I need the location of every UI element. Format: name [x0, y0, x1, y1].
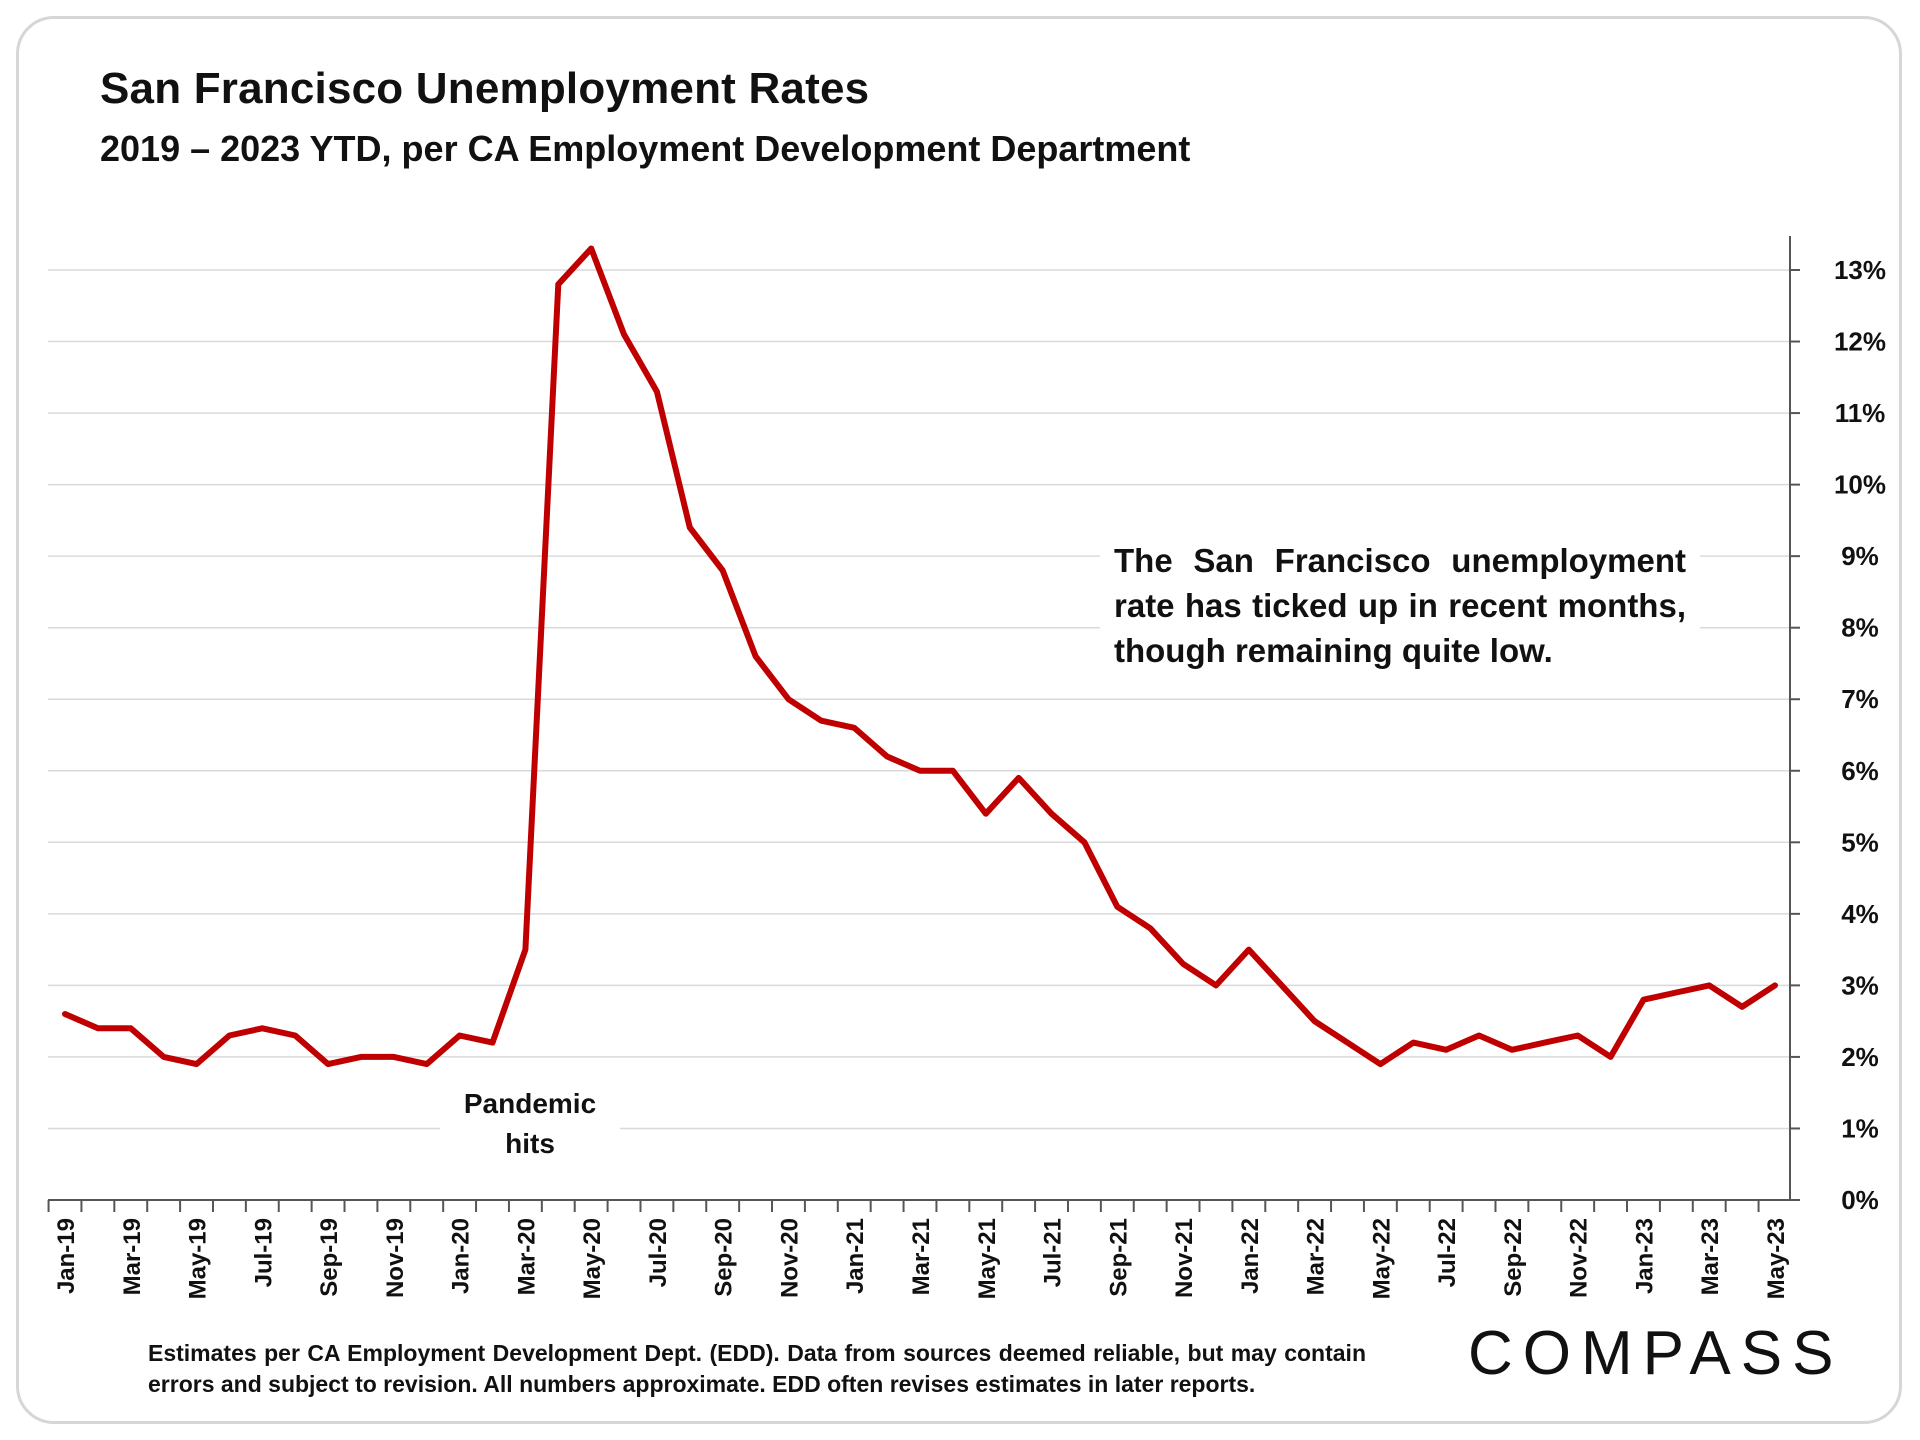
x-tick-label: Jul-19 [250, 1218, 277, 1287]
x-tick-label: Sep-20 [711, 1218, 738, 1297]
x-tick-label: Jul-20 [645, 1218, 672, 1287]
x-tick-label: Sep-22 [1500, 1218, 1527, 1297]
chart-card [16, 16, 1902, 1424]
x-tick-label: May-19 [185, 1218, 212, 1299]
y-tick-label: 11% [1835, 398, 1886, 428]
x-tick-label: Jan-19 [53, 1218, 80, 1294]
x-tick-label: May-21 [974, 1218, 1001, 1299]
x-tick-label: Sep-21 [1105, 1218, 1132, 1297]
x-tick-label: Jan-23 [1631, 1218, 1658, 1294]
source-footnote: Estimates per CA Employment Development … [148, 1340, 1366, 1397]
y-tick-label: 5% [1841, 827, 1879, 857]
y-tick-label: 7% [1841, 684, 1879, 714]
x-tick-label: May-23 [1763, 1218, 1790, 1299]
y-tick-label: 12% [1834, 327, 1886, 357]
x-tick-label: Jan-21 [842, 1218, 869, 1294]
y-tick-label: 9% [1841, 541, 1879, 571]
x-tick-label: Nov-20 [776, 1218, 803, 1298]
y-tick-label: 13% [1834, 255, 1886, 285]
callout-annotation: The San Francisco unemployment rate has … [1100, 536, 1700, 675]
pandemic-label-line1: Pandemic [463, 1088, 597, 1119]
chart-title: San Francisco Unemployment Rates [100, 64, 870, 113]
x-tick-label: Mar-19 [119, 1218, 146, 1295]
x-tick-label: Mar-20 [513, 1218, 540, 1295]
x-tick-label: Jul-22 [1434, 1218, 1461, 1287]
x-tick-label: Jan-20 [448, 1218, 475, 1294]
pandemic-annotation: Pandemic hits [440, 1084, 620, 1164]
x-tick-label: Nov-19 [382, 1218, 409, 1298]
y-tick-label: 1% [1841, 1113, 1879, 1143]
x-tick-label: Nov-22 [1566, 1218, 1593, 1298]
compass-logo: COMPASS [1468, 1319, 1844, 1388]
y-tick-label: 3% [1841, 970, 1879, 1000]
x-tick-label: Nov-21 [1171, 1218, 1198, 1298]
x-tick-label: Sep-19 [316, 1218, 343, 1297]
unemployment-rate-line [62, 245, 1778, 1068]
x-tick-label: May-22 [1368, 1218, 1395, 1299]
y-tick-label: 2% [1841, 1042, 1879, 1072]
x-tick-label: Mar-23 [1697, 1218, 1724, 1295]
x-tick-label: May-20 [579, 1218, 606, 1299]
y-tick-label: 0% [1841, 1185, 1879, 1215]
x-tick-label: Mar-21 [908, 1218, 935, 1295]
y-tick-label: 6% [1841, 756, 1879, 786]
chart-subtitle: 2019 – 2023 YTD, per CA Employment Devel… [100, 128, 1191, 169]
x-tick-label: Jan-22 [1237, 1218, 1264, 1294]
pandemic-label-line2: hits [505, 1128, 555, 1159]
x-tick-label: Mar-22 [1303, 1218, 1330, 1295]
x-tick-label: Jul-21 [1040, 1218, 1067, 1287]
y-tick-label: 10% [1834, 470, 1886, 500]
y-tick-label: 8% [1841, 613, 1879, 643]
y-tick-label: 4% [1841, 899, 1879, 929]
